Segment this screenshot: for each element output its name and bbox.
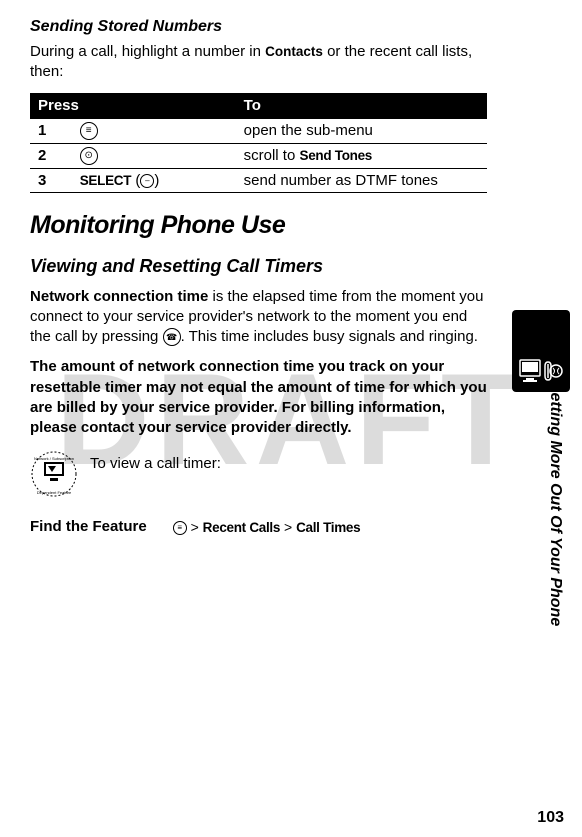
section2-p2: The amount of network connection time yo… [30, 357, 487, 438]
p1-rest-b: . This time includes busy signals and ri… [181, 328, 478, 345]
crumb2: Call Times [296, 520, 360, 535]
crumb1: Recent Calls [203, 520, 280, 535]
select-label: SELECT [80, 173, 131, 188]
section2-p3: To view a call timer: [90, 454, 221, 474]
row3-key: SELECT (–) [72, 168, 236, 192]
svg-text:Dependent Feature: Dependent Feature [37, 490, 72, 495]
row1-num: 1 [30, 118, 72, 143]
sidebar-vertical-text: Getting More Out Of Your Phone [546, 380, 564, 626]
row3-num: 3 [30, 168, 72, 192]
sep2: > [284, 519, 292, 535]
table-row: 2 ⊙ scroll to Send Tones [30, 143, 487, 168]
section1-intro: During a call, highlight a number in Con… [30, 42, 487, 83]
section2-sub: Viewing and Resetting Call Timers [30, 256, 487, 277]
feature-row: Network / Subscription Dependent Feature… [30, 450, 487, 498]
table-row: 1 ≡ open the sub-menu [30, 118, 487, 143]
find-feature-path: ≡ > Recent Calls > Call Times [173, 519, 361, 535]
th-press: Press [30, 93, 236, 119]
row2-key: ⊙ [72, 143, 236, 168]
menu-key-icon: ≡ [80, 122, 98, 140]
steps-table: Press To 1 ≡ open the sub-menu 2 ⊙ scrol… [30, 93, 487, 193]
svg-text:Network / Subscription: Network / Subscription [34, 456, 74, 461]
soft-key-icon: – [140, 174, 154, 188]
row2-desc-bold: Send Tones [300, 148, 373, 163]
row1-key: ≡ [72, 118, 236, 143]
nav-key-icon: ⊙ [80, 147, 98, 165]
p1-bold: Network connection time [30, 288, 208, 305]
find-feature-label: Find the Feature [30, 518, 147, 535]
menu-key-icon: ≡ [173, 521, 187, 535]
intro-bold: Contacts [265, 44, 323, 59]
row3-desc: send number as DTMF tones [236, 168, 487, 192]
intro-pre: During a call, highlight a number in [30, 43, 265, 60]
section2-heading: Monitoring Phone Use [30, 211, 487, 240]
end-key-icon: ☎ [163, 328, 181, 346]
page-number: 103 [537, 809, 564, 827]
table-row: 3 SELECT (–) send number as DTMF tones [30, 168, 487, 192]
row2-desc-pre: scroll to [244, 147, 300, 164]
th-to: To [236, 93, 487, 119]
row2-num: 2 [30, 143, 72, 168]
section2-p1: Network connection time is the elapsed t… [30, 287, 487, 348]
section1-title: Sending Stored Numbers [30, 18, 487, 36]
row2-desc: scroll to Send Tones [236, 143, 487, 168]
find-feature-row: Find the Feature ≡ > Recent Calls > Call… [30, 518, 487, 535]
network-feature-icon: Network / Subscription Dependent Feature [30, 450, 78, 498]
row1-desc: open the sub-menu [236, 118, 487, 143]
sep1: > [191, 519, 199, 535]
